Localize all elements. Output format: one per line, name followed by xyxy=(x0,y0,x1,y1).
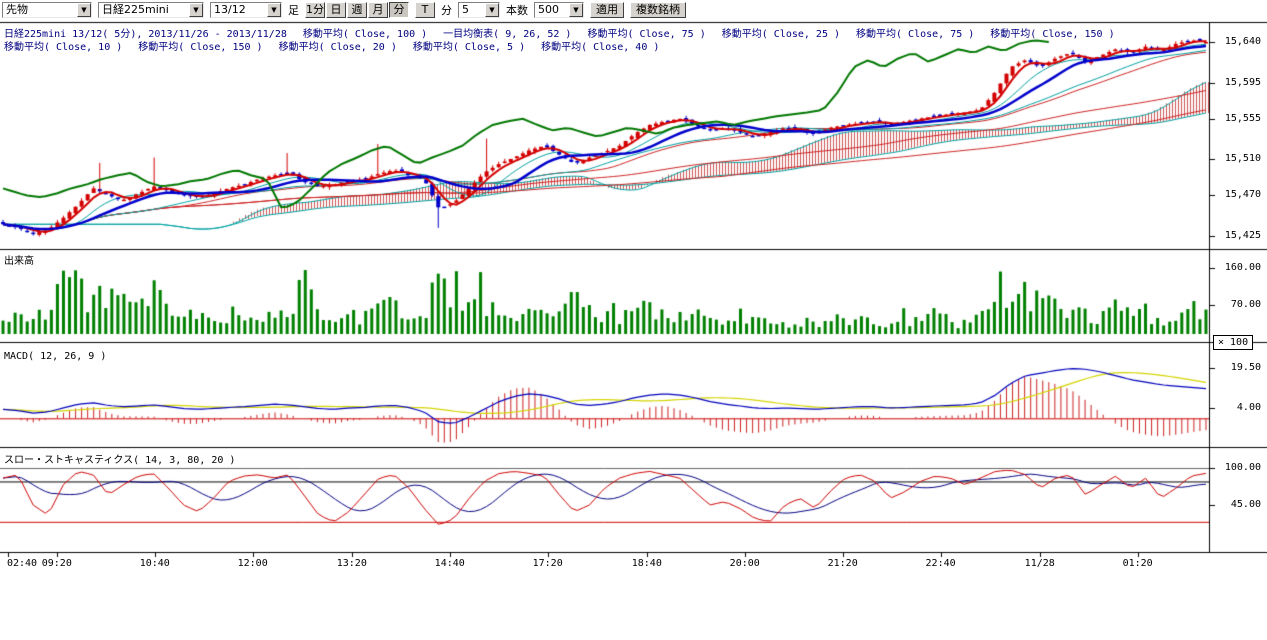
legend-item: 移動平均( Close, 5 ) xyxy=(412,42,526,53)
toolbar: 先物 ▼ 日経225mini ▼ 13/12 ▼ 足 1分日週月分 T 分 5 … xyxy=(0,0,1267,19)
timeframe-button-分[interactable]: 分 xyxy=(389,1,409,18)
legend-item: 一目均衡表( 9, 26, 52 ) xyxy=(443,29,572,40)
legend-item: 移動平均( Close, 150 ) xyxy=(990,29,1115,40)
legend-item: 移動平均( Close, 25 ) xyxy=(721,29,841,40)
stoch-panel-title: スロー・ストキャスティクス( 14, 3, 80, 20 ) xyxy=(4,455,236,466)
symbol-select-value: 日経225mini xyxy=(102,2,169,16)
bars-label: 本数 xyxy=(506,3,528,17)
legend-item: 日経225mini 13/12( 5分), 2013/11/26 - 2013/… xyxy=(4,29,287,40)
volume-panel-title: 出来高 xyxy=(4,256,34,267)
legend-item: 移動平均( Close, 75 ) xyxy=(856,29,975,40)
minute-select-value: 5 xyxy=(462,2,469,16)
dropdown-arrow-icon[interactable]: ▼ xyxy=(485,2,499,17)
dropdown-arrow-icon[interactable]: ▼ xyxy=(77,2,91,17)
dropdown-arrow-icon[interactable]: ▼ xyxy=(267,2,281,17)
minute-select[interactable]: 5 ▼ xyxy=(458,1,500,18)
tick-button[interactable]: T xyxy=(415,1,435,18)
legend-item: 移動平均( Close, 20 ) xyxy=(278,42,397,53)
timeframe-button-月[interactable]: 月 xyxy=(368,1,388,18)
apply-button[interactable]: 適用 xyxy=(590,1,624,18)
market-select[interactable]: 先物 ▼ xyxy=(2,1,92,18)
legend-item: 移動平均( Close, 10 ) xyxy=(4,42,123,53)
multi-symbol-button[interactable]: 複数銘柄 xyxy=(630,1,686,18)
contract-select[interactable]: 13/12 ▼ xyxy=(210,1,282,18)
symbol-select[interactable]: 日経225mini ▼ xyxy=(98,1,204,18)
legend-item: 移動平均( Close, 100 ) xyxy=(302,29,428,40)
dropdown-arrow-icon[interactable]: ▼ xyxy=(189,2,203,17)
legend-row-1: 日経225mini 13/12( 5分), 2013/11/26 - 2013/… xyxy=(4,25,1115,40)
timeframe-button-日[interactable]: 日 xyxy=(326,1,346,18)
timeframe-button-group: 1分日週月分 xyxy=(305,1,409,18)
legend-row-2: 移動平均( Close, 10 ) 移動平均( Close, 150 ) 移動平均(… xyxy=(4,38,659,53)
timeframe-button-週[interactable]: 週 xyxy=(347,1,367,18)
legend-item: 移動平均( Close, 75 ) xyxy=(587,29,706,40)
legend-item: 移動平均( Close, 150 ) xyxy=(138,42,263,53)
dropdown-arrow-icon[interactable]: ▼ xyxy=(569,2,583,17)
macd-panel-title: MACD( 12, 26, 9 ) xyxy=(4,351,107,362)
minute-label: 分 xyxy=(441,3,452,17)
timeframe-button-1分[interactable]: 1分 xyxy=(305,1,325,18)
legend-item: 移動平均( Close, 40 ) xyxy=(541,42,660,53)
bars-select-value: 500 xyxy=(538,2,559,16)
contract-select-value: 13/12 xyxy=(214,2,246,16)
bars-select[interactable]: 500 ▼ xyxy=(534,1,584,18)
volume-unit-badge: × 100 xyxy=(1213,335,1254,350)
market-select-value: 先物 xyxy=(6,2,28,16)
timeframe-label: 足 xyxy=(288,3,299,17)
